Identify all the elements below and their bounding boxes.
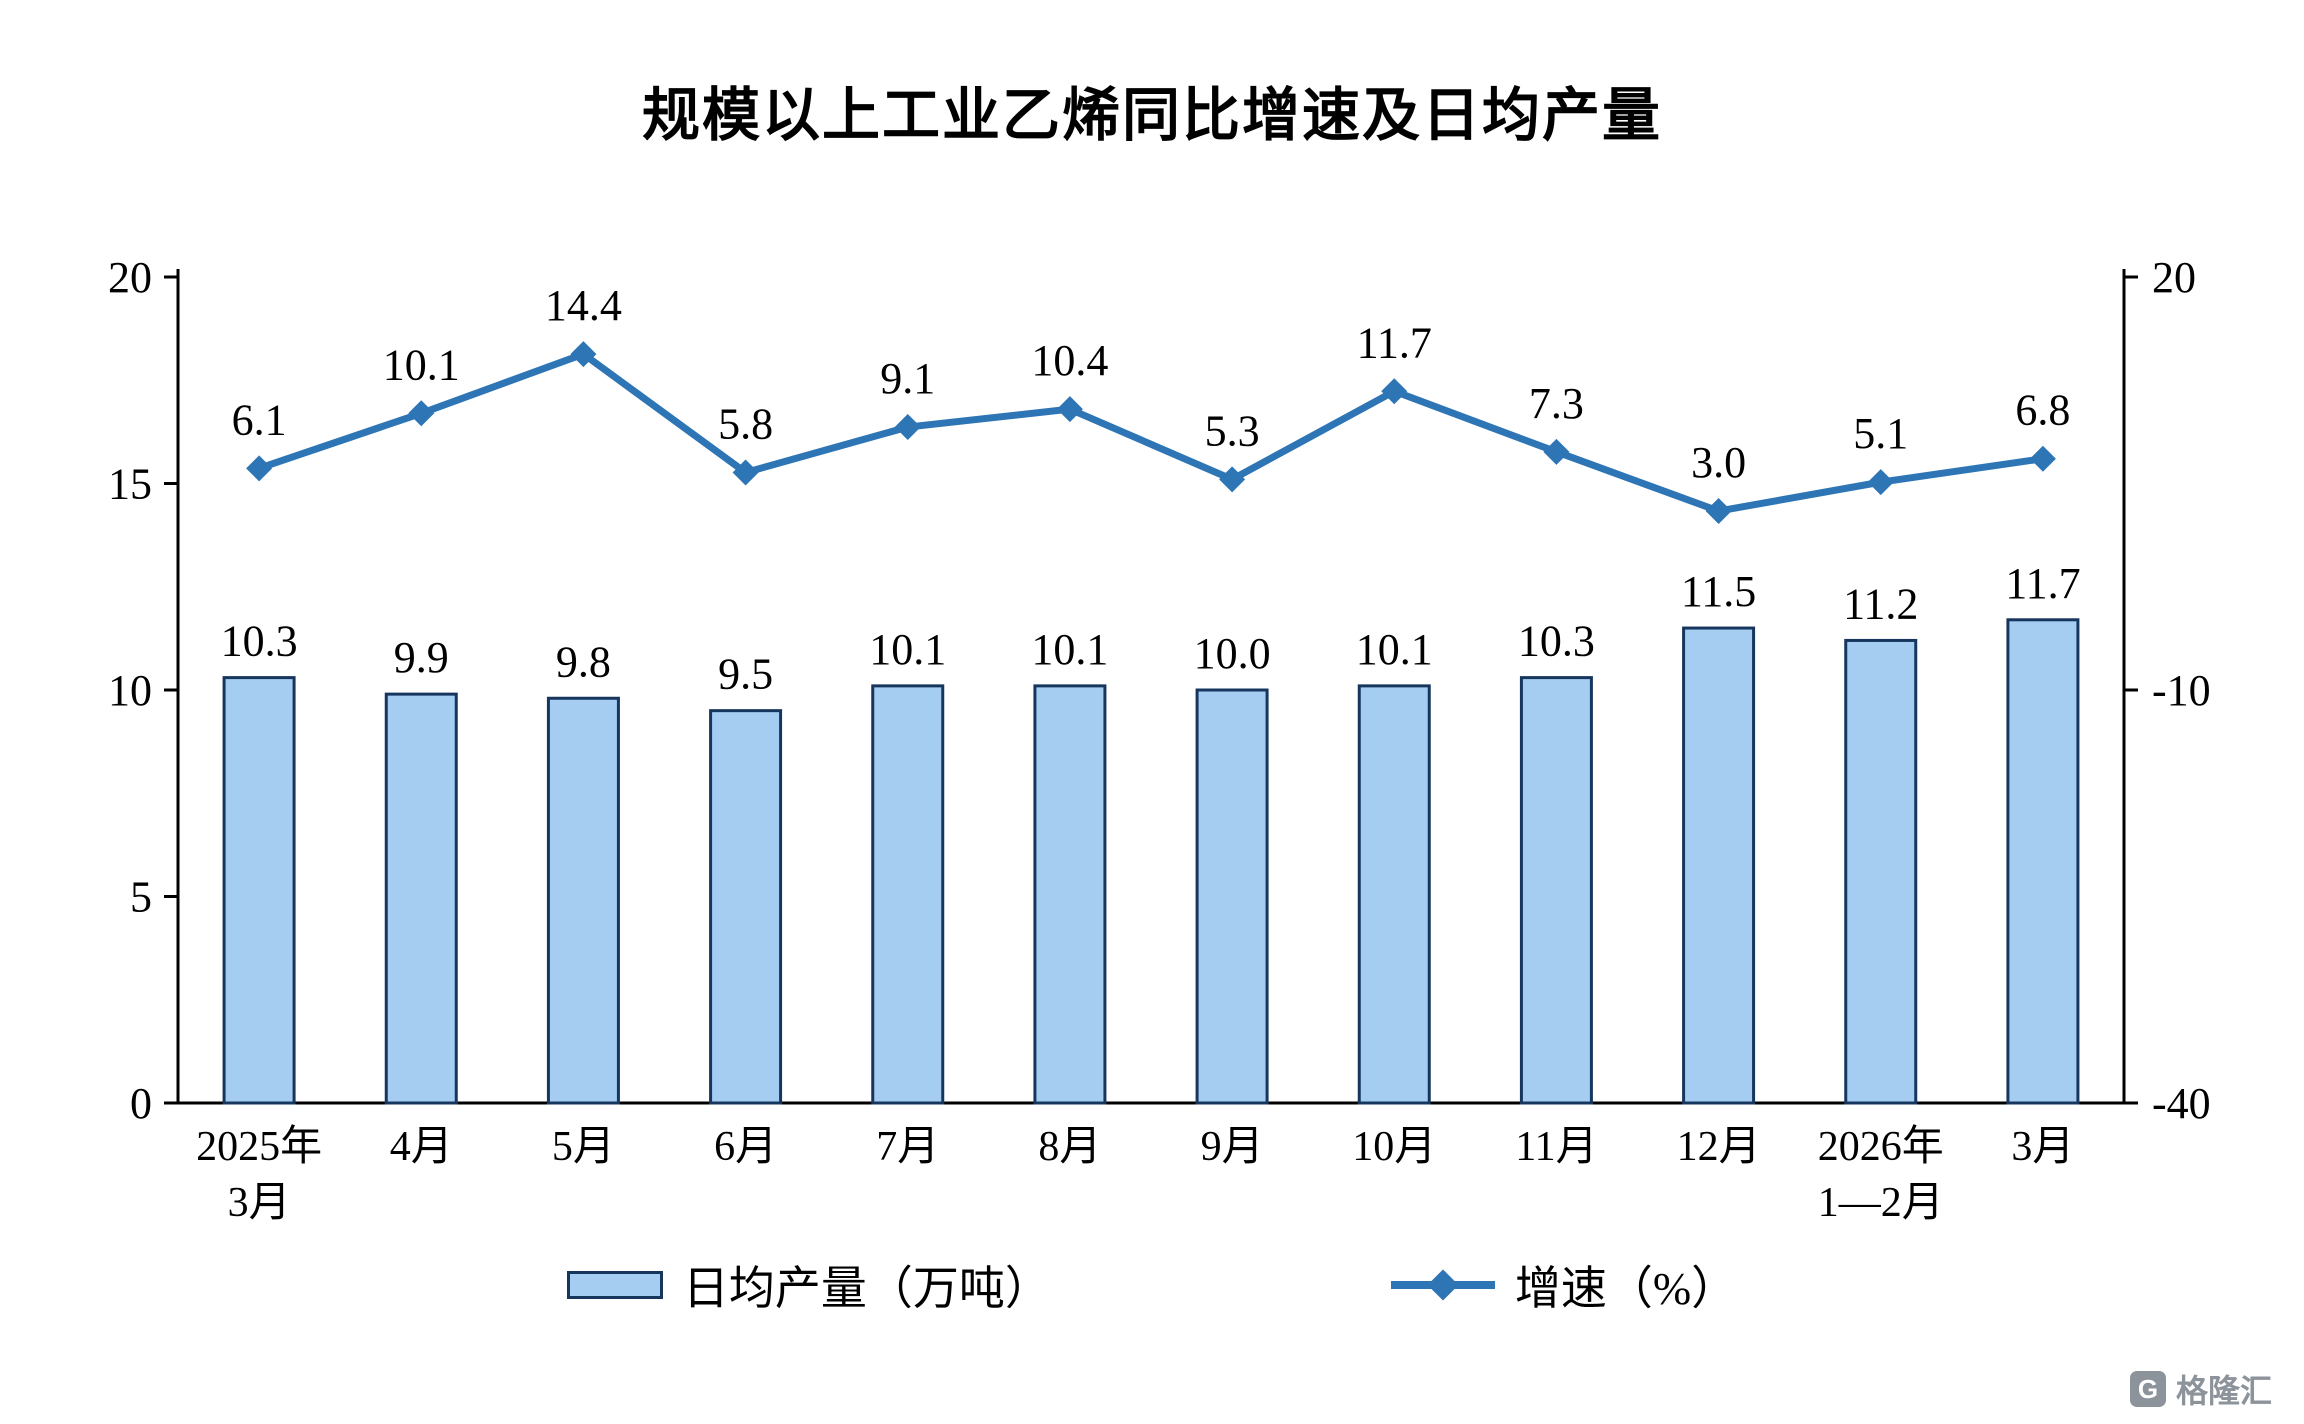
bar-value-label: 10.1 — [869, 625, 946, 674]
line-point — [570, 341, 597, 368]
bar — [222, 676, 296, 1105]
x-axis-label: 12月 — [1677, 1124, 1761, 1170]
line-value-label: 10.1 — [383, 340, 460, 389]
bar-value-label: 9.5 — [718, 650, 773, 699]
x-axis-label: 5月 — [552, 1124, 615, 1170]
bar — [709, 709, 783, 1105]
line-value-label: 6.1 — [232, 395, 287, 444]
x-axis-label: 6月 — [714, 1124, 777, 1170]
bar — [1519, 676, 1593, 1105]
line-point — [408, 400, 435, 427]
watermark-text: 格隆汇 — [2175, 1373, 2272, 1409]
line-value-label: 9.1 — [880, 354, 935, 403]
legend-line-label: 增速（%） — [1514, 1263, 1738, 1314]
left-axis-tick-label: 0 — [130, 1079, 152, 1128]
x-axis-label: 4月 — [390, 1124, 453, 1170]
line-value-label: 14.4 — [545, 281, 622, 330]
right-axis-tick-label: -10 — [2152, 666, 2211, 715]
bar-value-label: 10.1 — [1031, 625, 1108, 674]
x-axis-label: 7月 — [876, 1124, 939, 1170]
chart-title: 规模以上工业乙烯同比增速及日均产量 — [641, 83, 1662, 148]
x-axis-label: 9月 — [1201, 1124, 1264, 1170]
line-value-label: 11.7 — [1357, 318, 1432, 367]
right-axis-tick-label: 20 — [2152, 253, 2196, 302]
bar-value-label: 11.2 — [1843, 579, 1918, 628]
line-value-label: 5.3 — [1205, 406, 1260, 455]
bar-value-label: 10.0 — [1194, 629, 1271, 678]
bar — [2006, 618, 2080, 1105]
bar-swatch-icon — [566, 1271, 663, 1299]
watermark-gelonghui: G 格隆汇 — [2129, 1366, 2272, 1412]
bar — [1357, 684, 1431, 1105]
line-value-label: 3.0 — [1691, 438, 1746, 487]
line-point — [1381, 378, 1408, 405]
bar — [546, 696, 620, 1105]
bar-value-label: 9.9 — [394, 633, 449, 682]
left-axis-tick-label: 15 — [108, 460, 152, 509]
line-value-label: 10.4 — [1031, 336, 1108, 385]
line-point — [246, 455, 273, 482]
bar-value-label: 10.1 — [1356, 625, 1433, 674]
x-axis-label: 2025年 3月 — [196, 1123, 322, 1226]
legend: 日均产量（万吨） 增速（%） — [0, 1252, 2304, 1318]
x-axis-label: 2026年 1—2月 — [1818, 1123, 1944, 1226]
left-axis-tick-label: 5 — [130, 873, 152, 922]
line-point — [894, 414, 921, 441]
x-axis-label: 3月 — [2011, 1124, 2074, 1170]
bar — [1844, 638, 1918, 1105]
bar — [871, 684, 945, 1105]
left-axis-tick-label: 20 — [108, 253, 152, 302]
line-value-label: 6.8 — [2015, 386, 2070, 435]
x-axis-label: 8月 — [1038, 1124, 1101, 1170]
gelonghui-logo-icon: G — [2129, 1371, 2166, 1407]
legend-item-bars: 日均产量（万吨） — [566, 1252, 1051, 1318]
line-point — [1056, 396, 1083, 423]
x-axis-label: 11月 — [1515, 1124, 1597, 1170]
diamond-marker-icon — [1427, 1269, 1459, 1301]
right-axis-tick-label: -40 — [2152, 1079, 2211, 1128]
line-point — [1219, 466, 1246, 493]
x-axis-label: 10月 — [1352, 1124, 1436, 1170]
bar — [384, 692, 458, 1105]
bar — [1195, 688, 1269, 1105]
line-point — [1705, 498, 1732, 525]
legend-item-line: 增速（%） — [1390, 1252, 1738, 1318]
left-axis-tick-label: 10 — [108, 666, 152, 715]
growth-line — [255, 350, 2047, 515]
bar-value-label: 10.3 — [1518, 617, 1595, 666]
bar — [1033, 684, 1107, 1105]
bar — [1682, 626, 1756, 1105]
line-point — [1867, 469, 1894, 496]
bar-value-label: 11.5 — [1681, 567, 1756, 616]
line-value-label: 5.1 — [1853, 409, 1908, 458]
line-value-label: 7.3 — [1529, 379, 1584, 428]
line-value-label: 5.8 — [718, 399, 773, 448]
legend-bar-label: 日均产量（万吨） — [682, 1263, 1051, 1314]
line-swatch-icon — [1390, 1269, 1495, 1301]
line-point — [1543, 438, 1570, 465]
bar-value-label: 11.7 — [2005, 559, 2080, 608]
bar-value-label: 10.3 — [221, 617, 298, 666]
bar-value-label: 9.8 — [556, 637, 611, 686]
line-point — [732, 459, 759, 486]
line-point — [2029, 445, 2056, 472]
